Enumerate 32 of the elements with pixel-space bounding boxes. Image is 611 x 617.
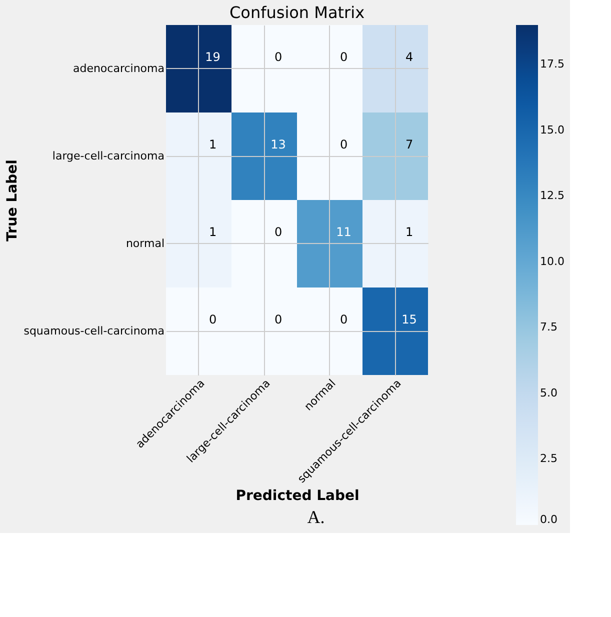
color-bar-label: 7.5 <box>540 320 558 334</box>
data-label: 19 <box>205 50 220 64</box>
y-tick-label: large-cell-carcinoma <box>52 149 164 162</box>
x-axis-title: Predicted Label <box>236 488 360 504</box>
color-bar-label: 12.5 <box>540 189 564 202</box>
color-bar-label: 10.0 <box>540 254 564 268</box>
data-label: 0 <box>274 224 282 239</box>
data-label: 0 <box>340 137 348 152</box>
data-label: 1 <box>208 224 217 239</box>
color-bar-label: 5.0 <box>540 386 558 400</box>
data-label: 0 <box>274 312 282 326</box>
y-tick-label: squamous-cell-carcinoma <box>24 324 164 338</box>
data-label: 0 <box>208 312 217 326</box>
y-tick-label: normal <box>126 236 164 250</box>
y-tick-label: adenocarcinoma <box>72 62 164 75</box>
text: A. <box>307 507 325 527</box>
color-bar-label: 17.5 <box>540 57 564 70</box>
y-axis-title: True Label <box>4 160 21 242</box>
data-label: 0 <box>340 50 348 64</box>
data-label: 15 <box>402 312 417 326</box>
color-bar-label: 0.0 <box>540 513 558 526</box>
data-label: 1 <box>208 137 217 152</box>
data-label: 11 <box>336 224 352 239</box>
data-label: 0 <box>340 312 348 326</box>
chart-title: Confusion Matrix <box>229 3 365 22</box>
data-label: 4 <box>405 50 414 64</box>
data-label: 0 <box>274 50 282 64</box>
data-label: 1 <box>405 224 414 239</box>
data-label: 7 <box>405 137 414 152</box>
color-bar-label: 2.5 <box>540 452 558 466</box>
color-bar-label: 15.0 <box>540 123 564 136</box>
data-label: 13 <box>270 137 286 152</box>
